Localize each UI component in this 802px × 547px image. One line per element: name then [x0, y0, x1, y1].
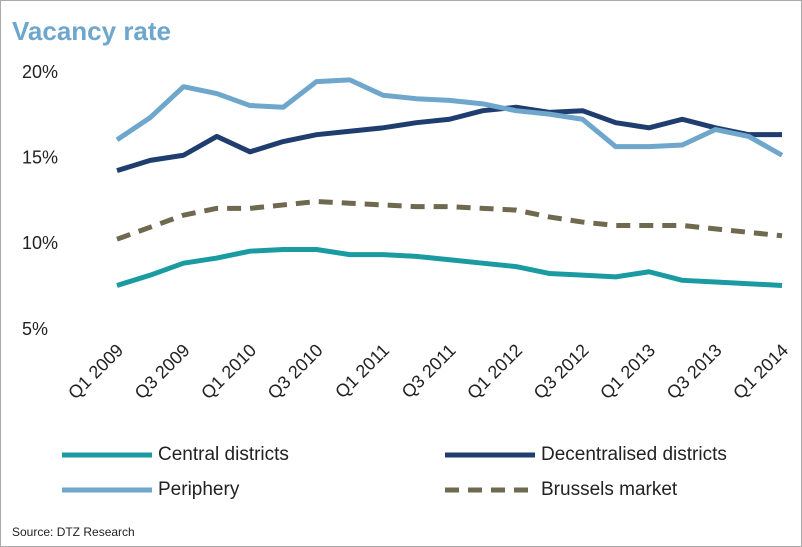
- legend-label: Periphery: [158, 479, 240, 500]
- y-tick-label: 15%: [22, 147, 58, 167]
- series-line: [116, 246, 783, 288]
- legend-label: Brussels market: [541, 479, 678, 500]
- series-line: [116, 104, 782, 174]
- y-tick-label: 5%: [22, 319, 48, 339]
- source: Source: DTZ Research: [12, 525, 135, 539]
- chart-title: Vacancy rate: [12, 16, 171, 46]
- y-tick-label: 10%: [22, 233, 58, 253]
- legend-label: Central districts: [158, 444, 289, 465]
- series-line: [116, 199, 783, 242]
- legend-label: Decentralised districts: [541, 444, 727, 465]
- y-tick-label: 20%: [22, 62, 58, 82]
- series-line: [115, 77, 784, 158]
